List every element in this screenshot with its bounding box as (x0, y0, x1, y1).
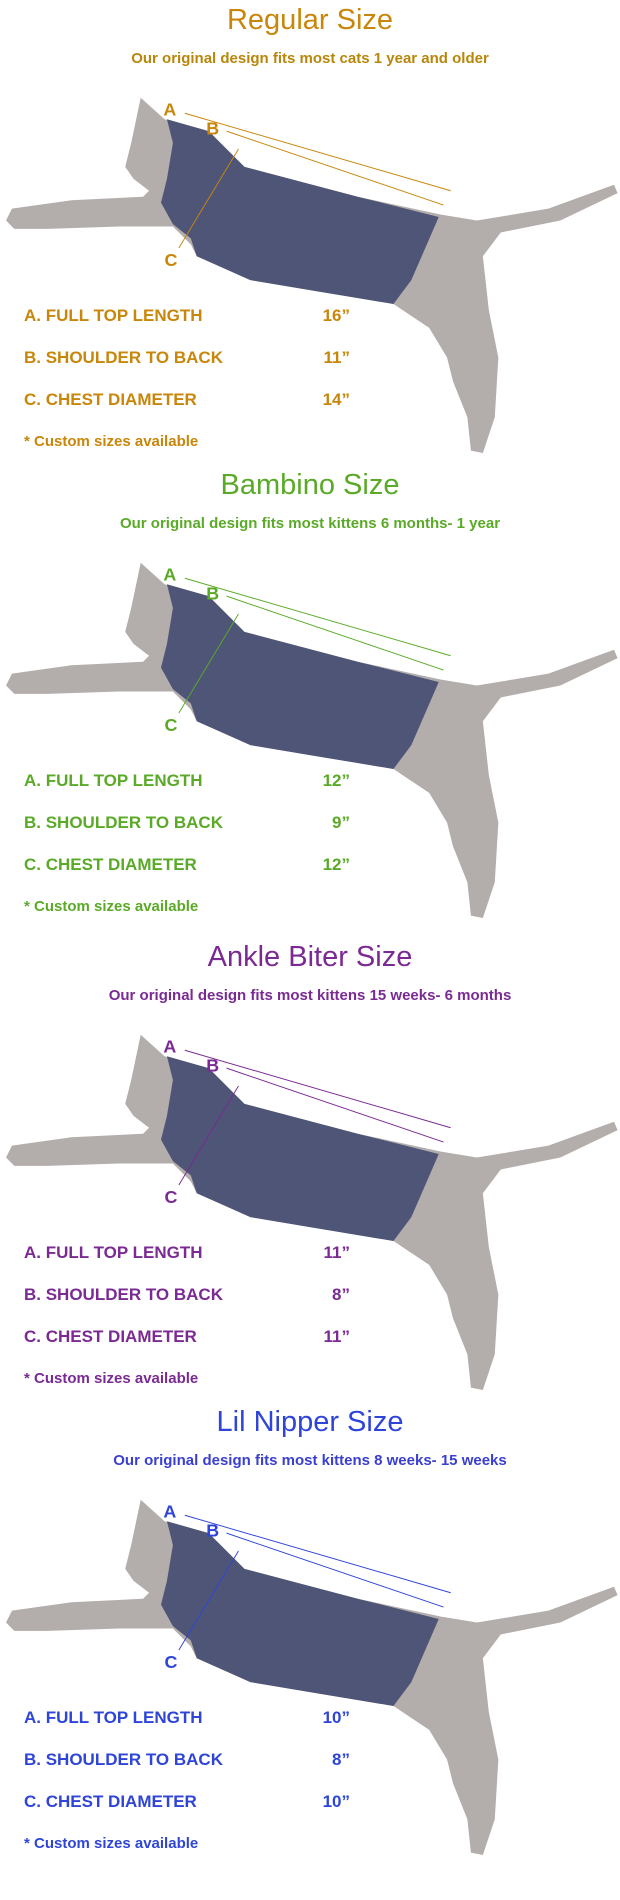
measurement-value: 12” (322, 855, 350, 874)
measurement-label: A. FULL TOP LENGTH (24, 771, 203, 790)
label-b: B (206, 119, 219, 139)
cat-diagram: A B C (6, 1034, 618, 1390)
line-c (178, 613, 239, 714)
measurement-label: C. CHEST DIAMETER (24, 1327, 197, 1346)
custom-sizes-note: * Custom sizes available (24, 1370, 199, 1387)
measurement-value: 11” (323, 1243, 350, 1262)
line-b (226, 130, 444, 206)
size-title: Bambino Size (220, 469, 400, 501)
label-a: A (163, 565, 176, 585)
label-c: C (165, 715, 178, 735)
cat-diagram: A B C (6, 1499, 618, 1855)
measurement-value: 8” (332, 1285, 350, 1304)
line-c (178, 148, 239, 249)
size-title: Ankle Biter Size (207, 941, 413, 973)
line-a (184, 577, 451, 657)
measurement-value: 12” (322, 771, 350, 790)
line-c (178, 1085, 239, 1186)
size-title: Regular Size (226, 4, 394, 36)
size-subtitle: Our original design fits most kittens 8 … (113, 1452, 507, 1469)
line-a (184, 1049, 451, 1129)
measurement-label: A. FULL TOP LENGTH (24, 1708, 203, 1727)
line-b (226, 595, 444, 671)
label-b: B (206, 584, 219, 604)
size-section: A B C Regular Size Our original design f… (0, 0, 620, 468)
measurement-label: B. SHOULDER TO BACK (24, 1285, 223, 1304)
size-title: Lil Nipper Size (216, 1406, 404, 1438)
line-b (226, 1067, 444, 1143)
label-a: A (163, 1502, 176, 1522)
measurement-value: 8” (332, 1750, 350, 1769)
line-a (184, 112, 451, 192)
measurement-value: 11” (323, 348, 350, 367)
measurement-value: 14” (322, 390, 350, 409)
label-c: C (165, 1652, 178, 1672)
cat-diagram: A B C (6, 97, 618, 453)
label-a: A (163, 100, 176, 120)
cat-diagram: A B C (6, 562, 618, 918)
custom-sizes-note: * Custom sizes available (24, 898, 199, 915)
custom-sizes-note: * Custom sizes available (24, 433, 199, 450)
custom-sizes-note: * Custom sizes available (24, 1835, 199, 1852)
size-section: A B C Ankle Biter Size Our original desi… (0, 937, 620, 1405)
measurement-label: C. CHEST DIAMETER (24, 1792, 197, 1811)
measurement-label: A. FULL TOP LENGTH (24, 306, 203, 325)
label-b: B (206, 1521, 219, 1541)
size-subtitle: Our original design fits most cats 1 yea… (131, 50, 489, 67)
size-section: A B C Lil Nipper Size Our original desig… (0, 1402, 620, 1870)
vest-shape (160, 119, 439, 304)
size-subtitle: Our original design fits most kittens 15… (108, 987, 512, 1004)
line-c (178, 1550, 239, 1651)
measurement-value: 10” (322, 1708, 350, 1727)
measurement-label: B. SHOULDER TO BACK (24, 813, 223, 832)
size-subtitle: Our original design fits most kittens 6 … (119, 515, 501, 532)
label-a: A (163, 1037, 176, 1057)
vest-shape (160, 1056, 439, 1241)
measurement-value: 10” (322, 1792, 350, 1811)
label-b: B (206, 1056, 219, 1076)
measurement-value: 9” (332, 813, 350, 832)
size-section: A B C Bambino Size Our original design f… (0, 465, 620, 933)
measurement-label: C. CHEST DIAMETER (24, 855, 197, 874)
vest-shape (160, 1521, 439, 1706)
measurement-label: B. SHOULDER TO BACK (24, 1750, 223, 1769)
measurement-label: A. FULL TOP LENGTH (24, 1243, 203, 1262)
measurement-value: 16” (322, 306, 350, 325)
label-c: C (165, 1187, 178, 1207)
measurement-label: C. CHEST DIAMETER (24, 390, 197, 409)
measurement-label: B. SHOULDER TO BACK (24, 348, 223, 367)
vest-shape (160, 584, 439, 769)
line-a (184, 1514, 451, 1594)
label-c: C (165, 250, 178, 270)
measurement-value: 11” (323, 1327, 350, 1346)
line-b (226, 1532, 444, 1608)
